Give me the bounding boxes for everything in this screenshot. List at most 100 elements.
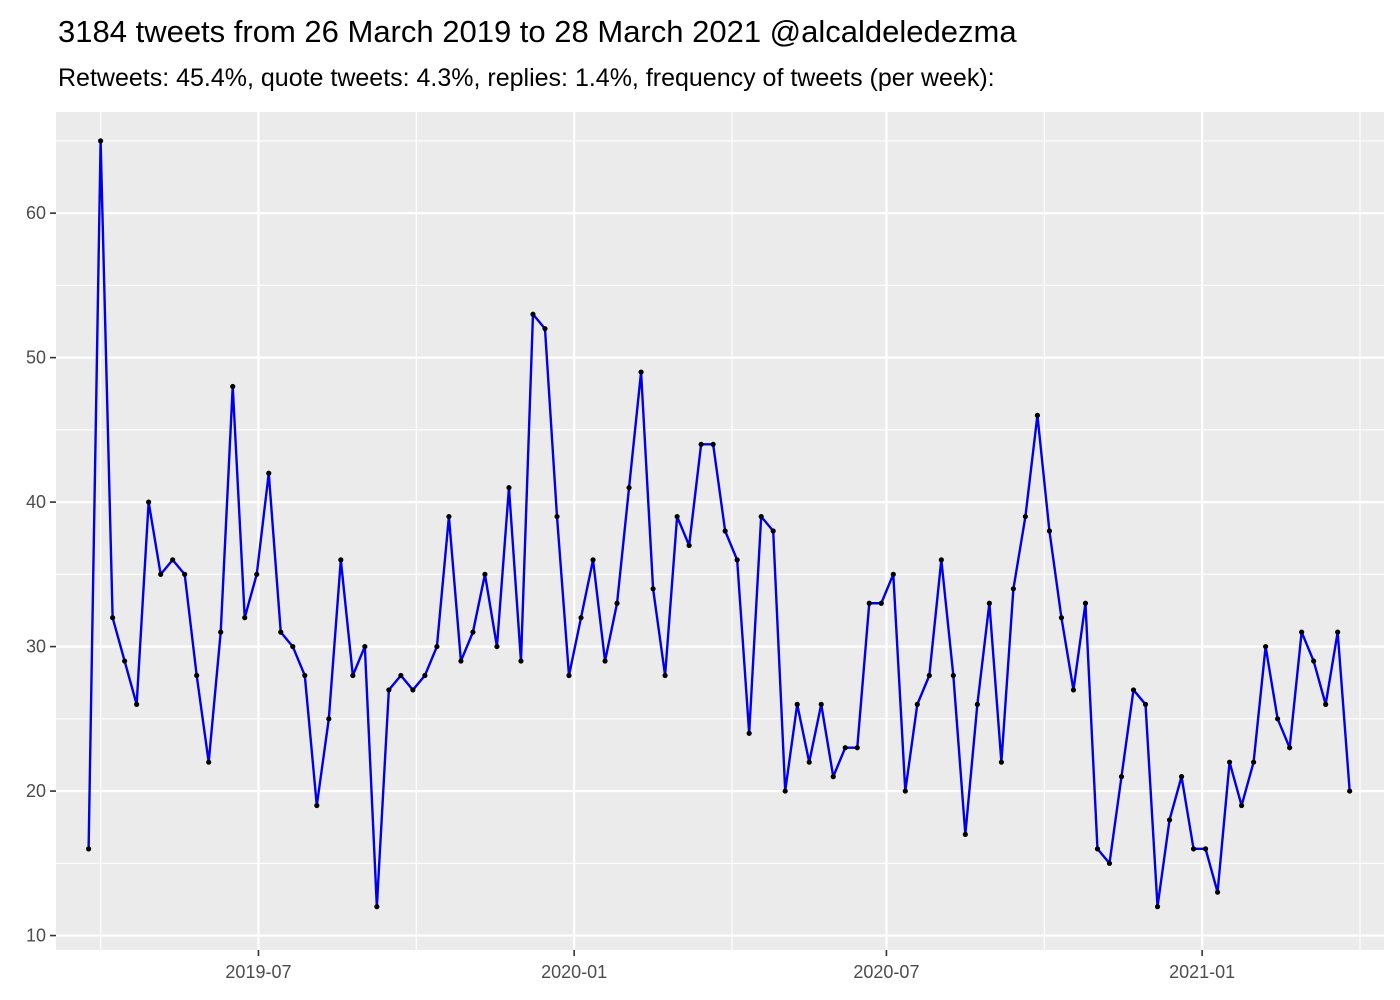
data-point — [1347, 788, 1353, 794]
data-point — [578, 615, 584, 621]
data-point — [962, 831, 968, 838]
data-point — [362, 643, 368, 650]
data-point — [1130, 687, 1137, 693]
data-point — [938, 557, 944, 563]
data-point — [1094, 846, 1101, 852]
data-point — [494, 643, 500, 650]
data-point — [794, 701, 800, 707]
data-point — [890, 571, 896, 577]
data-point — [158, 571, 164, 577]
data-point — [314, 802, 320, 809]
axes: 10 20 30 40 50 60 2019-07 2020-01 2020-07 2021-01 — [26, 203, 1235, 982]
data-point — [530, 311, 536, 317]
data-point — [1311, 658, 1317, 664]
data-point — [926, 672, 932, 679]
data-point — [806, 759, 812, 765]
x-tick-label: 2020-01 — [541, 962, 607, 982]
data-point — [734, 557, 740, 563]
y-tick-label: 60 — [26, 203, 46, 223]
data-point — [566, 672, 572, 679]
data-point — [914, 701, 920, 707]
data-point — [374, 904, 380, 910]
data-point — [446, 513, 452, 520]
data-point — [1251, 759, 1257, 765]
data-point — [146, 499, 152, 505]
data-point — [1118, 774, 1125, 780]
data-point — [698, 441, 704, 447]
data-point — [770, 528, 776, 534]
data-point — [338, 557, 344, 563]
data-point — [1166, 817, 1173, 823]
data-point — [1287, 745, 1293, 751]
data-point — [182, 571, 188, 577]
data-point — [1263, 643, 1269, 650]
data-point — [950, 672, 956, 679]
x-tick-label: 2020-07 — [853, 962, 919, 982]
data-point — [218, 629, 224, 635]
data-point — [1202, 846, 1209, 852]
data-point — [602, 658, 608, 664]
data-point — [1034, 412, 1041, 419]
data-point — [842, 745, 848, 751]
data-point — [518, 658, 524, 664]
data-point — [410, 687, 416, 693]
data-point — [782, 788, 788, 794]
data-point — [830, 774, 836, 780]
data-point — [98, 138, 104, 144]
data-point — [674, 513, 680, 520]
y-tick-label: 30 — [26, 637, 46, 657]
data-point — [1323, 701, 1329, 707]
data-point — [1190, 846, 1197, 852]
data-point — [710, 441, 716, 447]
data-point — [350, 672, 356, 679]
data-point — [854, 745, 860, 751]
data-point — [686, 542, 692, 549]
data-point — [998, 759, 1004, 765]
data-point — [1142, 701, 1149, 707]
data-point — [818, 701, 824, 707]
data-point — [1082, 600, 1089, 606]
y-tick-label: 20 — [26, 781, 46, 801]
data-point — [194, 672, 200, 679]
data-point — [974, 701, 980, 707]
plot-panel — [56, 112, 1384, 950]
data-point — [1275, 716, 1281, 722]
data-point — [134, 701, 140, 707]
chart-title: 3184 tweets from 26 March 2019 to 28 Mar… — [58, 14, 1017, 49]
data-point — [470, 629, 476, 635]
data-point — [1299, 629, 1305, 635]
data-point — [590, 557, 596, 563]
data-point — [1058, 615, 1065, 621]
data-point — [110, 615, 116, 621]
data-point — [326, 716, 332, 722]
data-point — [1022, 513, 1029, 520]
y-tick-label: 50 — [26, 348, 46, 368]
data-point — [458, 658, 464, 664]
data-point — [1238, 802, 1245, 809]
data-point — [122, 658, 128, 664]
x-tick-label: 2021-01 — [1169, 962, 1235, 982]
data-point — [386, 687, 392, 693]
data-point — [650, 586, 656, 592]
data-point — [638, 369, 644, 375]
data-point — [302, 672, 308, 679]
y-tick-label: 10 — [26, 926, 46, 946]
y-tick-label: 40 — [26, 492, 46, 512]
data-point — [290, 643, 296, 650]
data-point — [722, 528, 728, 534]
data-point — [614, 600, 620, 606]
data-point — [506, 485, 512, 491]
data-point — [206, 759, 212, 765]
data-point — [434, 643, 440, 650]
data-point — [86, 846, 92, 852]
data-point — [230, 383, 236, 390]
data-point — [1335, 629, 1341, 635]
data-point — [902, 788, 908, 794]
data-point — [866, 600, 872, 606]
data-point — [422, 672, 428, 679]
data-point — [878, 600, 884, 606]
data-point — [1226, 759, 1233, 765]
data-point — [662, 672, 668, 679]
data-point — [1178, 774, 1185, 780]
data-point — [1214, 889, 1221, 895]
